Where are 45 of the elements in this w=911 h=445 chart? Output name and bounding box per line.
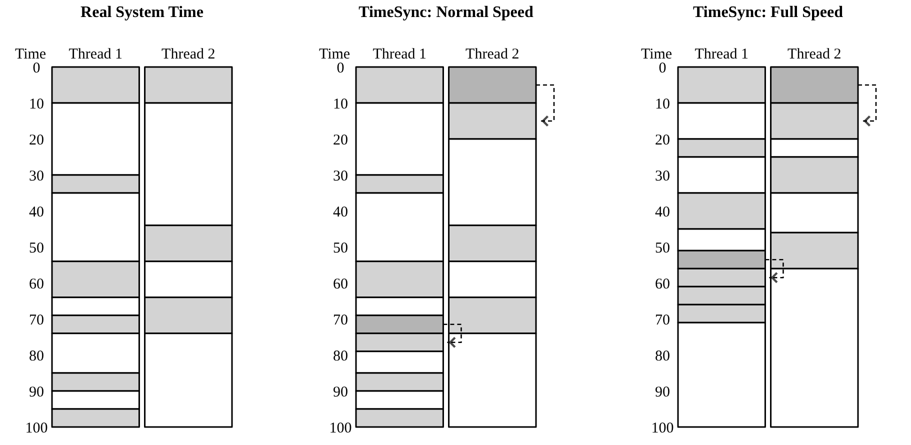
y-tick-label: 40 — [29, 204, 44, 220]
y-tick-label: 0 — [336, 60, 344, 76]
y-tick-label: 10 — [655, 96, 670, 112]
y-axis-title: Time — [640, 46, 672, 62]
y-tick-label: 60 — [29, 276, 44, 292]
y-tick-label: 100 — [25, 420, 48, 436]
x-tick-label: Thread 1 — [694, 46, 748, 62]
y-tick-label: 20 — [333, 132, 348, 148]
y-tick-label: 0 — [32, 60, 40, 76]
y-tick-label: 80 — [29, 348, 44, 364]
y-tick-label: 20 — [655, 132, 670, 148]
y-tick-label: 60 — [333, 276, 348, 292]
y-tick-label: 90 — [29, 384, 44, 400]
y-tick-label: 90 — [333, 384, 348, 400]
x-tick-label: Thread 2 — [162, 46, 216, 62]
y-tick-label: 40 — [655, 204, 670, 220]
y-tick-label: 90 — [655, 384, 670, 400]
x-tick-label: Thread 2 — [466, 46, 520, 62]
y-tick-label: 70 — [333, 312, 348, 328]
y-tick-label: 0 — [658, 60, 666, 76]
y-tick-label: 50 — [29, 240, 44, 256]
y-tick-label: 60 — [655, 276, 670, 292]
x-tick-label: Thread 2 — [788, 46, 842, 62]
chart-title: TimeSync: Normal Speed — [358, 4, 534, 21]
y-tick-label: 30 — [29, 168, 44, 184]
y-tick-label: 30 — [655, 168, 670, 184]
y-tick-label: 50 — [333, 240, 348, 256]
y-tick-label: 20 — [29, 132, 44, 148]
x-tick-label: Thread 1 — [372, 46, 426, 62]
y-tick-label: 10 — [29, 96, 44, 112]
y-tick-label: 80 — [655, 348, 670, 364]
y-tick-label: 50 — [655, 240, 670, 256]
y-tick-label: 80 — [333, 348, 348, 364]
y-tick-label: 70 — [29, 312, 44, 328]
y-tick-label: 100 — [329, 420, 352, 436]
y-tick-label: 30 — [333, 168, 348, 184]
y-tick-label: 40 — [333, 204, 348, 220]
y-axis-title: Time — [318, 46, 350, 62]
chart-title: TimeSync: Full Speed — [693, 4, 844, 21]
y-tick-label: 10 — [333, 96, 348, 112]
y-tick-label: 100 — [651, 420, 674, 436]
x-tick-label: Thread 1 — [68, 46, 122, 62]
y-tick-label: 70 — [655, 312, 670, 328]
y-axis-title: Time — [14, 46, 46, 62]
chart-title: Real System Time — [80, 4, 204, 21]
